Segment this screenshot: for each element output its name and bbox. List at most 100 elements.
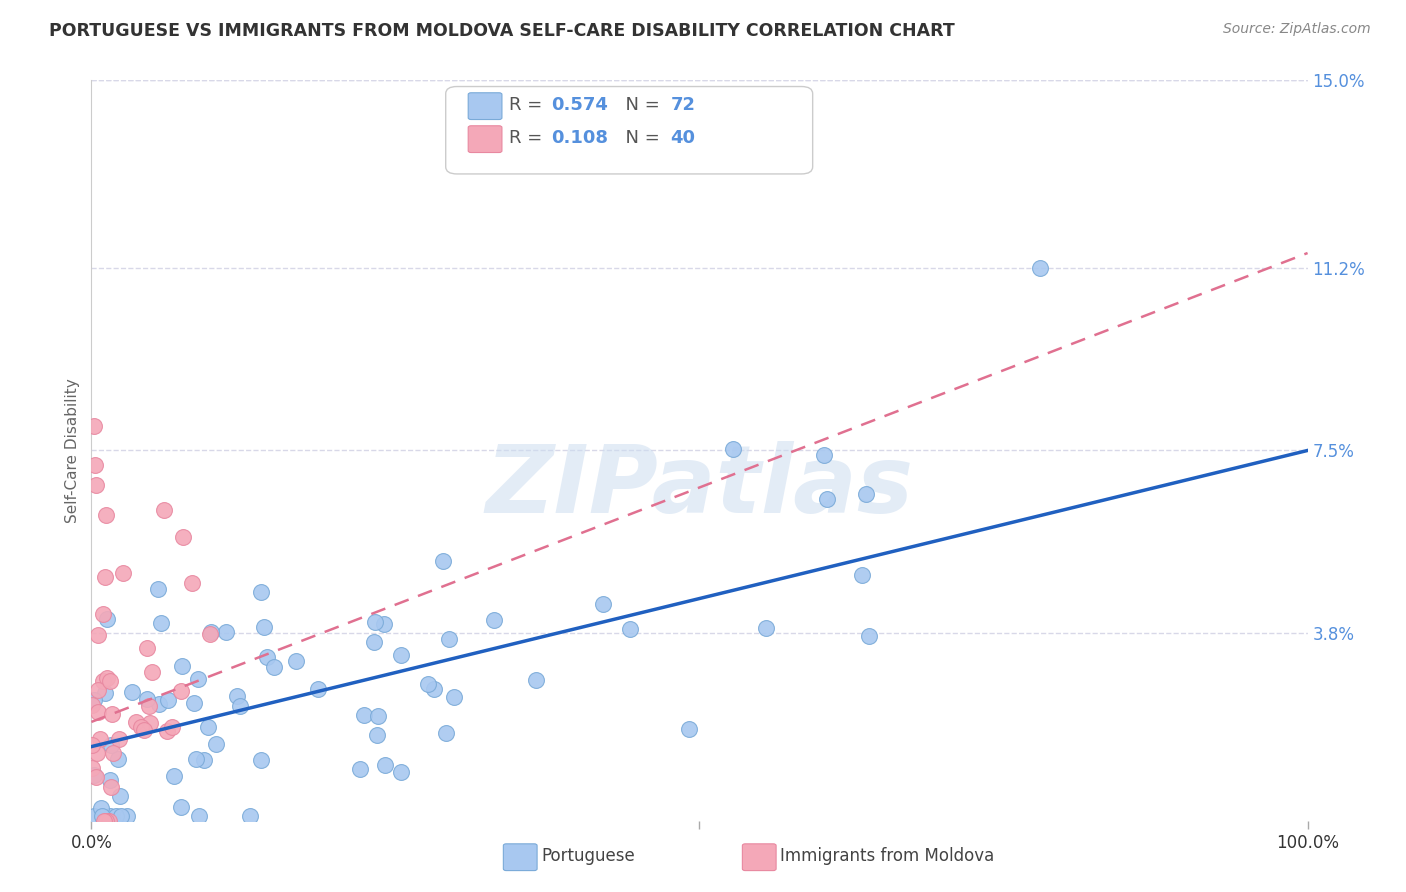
Point xyxy=(858,629,880,643)
Point xyxy=(93,814,115,828)
Point xyxy=(146,582,169,596)
Point xyxy=(374,758,396,772)
Point xyxy=(94,686,117,700)
Point xyxy=(108,731,131,746)
Point xyxy=(432,553,454,567)
Point xyxy=(349,762,371,776)
Point xyxy=(108,789,131,804)
Point xyxy=(134,723,156,737)
Point xyxy=(110,808,132,822)
Point xyxy=(101,706,124,721)
Point xyxy=(80,761,103,775)
Point xyxy=(90,801,112,815)
Point xyxy=(181,576,204,591)
Point xyxy=(156,723,179,738)
Point xyxy=(443,690,465,704)
Point xyxy=(285,654,308,668)
Text: R =: R = xyxy=(509,96,548,114)
Text: N =: N = xyxy=(614,129,666,147)
Text: 72: 72 xyxy=(671,96,696,114)
Point xyxy=(186,752,208,766)
Point xyxy=(84,770,107,784)
Point xyxy=(851,567,873,582)
Point xyxy=(813,448,835,462)
Text: PORTUGUESE VS IMMIGRANTS FROM MOLDOVA SELF-CARE DISABILITY CORRELATION CHART: PORTUGUESE VS IMMIGRANTS FROM MOLDOVA SE… xyxy=(49,22,955,40)
Text: 0.108: 0.108 xyxy=(551,129,609,147)
Point xyxy=(82,698,104,713)
Point xyxy=(86,747,108,761)
Point xyxy=(105,808,128,822)
Point xyxy=(364,615,387,629)
Point xyxy=(723,442,745,456)
Point xyxy=(366,728,388,742)
Point xyxy=(422,681,444,696)
Point xyxy=(98,814,121,828)
Text: Immigrants from Moldova: Immigrants from Moldova xyxy=(780,847,994,865)
Point xyxy=(619,622,641,636)
Point xyxy=(125,714,148,729)
Point xyxy=(83,692,105,706)
Point xyxy=(204,737,226,751)
Point xyxy=(94,814,117,828)
Point xyxy=(87,628,110,642)
Point xyxy=(96,612,118,626)
Point xyxy=(188,808,211,822)
Point xyxy=(138,698,160,713)
Point xyxy=(172,658,194,673)
Point xyxy=(1029,260,1052,275)
Point xyxy=(163,769,186,783)
Point xyxy=(83,418,105,433)
Point xyxy=(107,752,129,766)
Point xyxy=(253,620,276,634)
Point xyxy=(87,705,110,719)
Point xyxy=(91,674,114,689)
Point xyxy=(84,478,107,492)
Point xyxy=(214,624,236,639)
Text: R =: R = xyxy=(509,129,548,147)
Point xyxy=(115,808,138,822)
Point xyxy=(98,674,121,689)
Point xyxy=(249,585,271,599)
Point xyxy=(136,692,159,706)
Point xyxy=(678,722,700,736)
Point xyxy=(200,624,222,639)
Point xyxy=(90,808,112,822)
Point xyxy=(437,632,460,647)
Point xyxy=(256,650,278,665)
Text: Source: ZipAtlas.com: Source: ZipAtlas.com xyxy=(1223,22,1371,37)
Point xyxy=(84,458,107,473)
Point xyxy=(101,746,124,760)
Point xyxy=(389,648,412,662)
Point xyxy=(592,597,614,611)
Point xyxy=(197,720,219,734)
Point xyxy=(121,685,143,699)
Point xyxy=(80,739,103,753)
Point xyxy=(83,808,105,822)
Text: ZIPatlas: ZIPatlas xyxy=(485,442,914,533)
Point xyxy=(484,613,506,627)
Point xyxy=(263,659,285,673)
Point xyxy=(170,684,193,698)
Point xyxy=(170,799,193,814)
Point xyxy=(91,607,114,621)
Point xyxy=(353,707,375,722)
Point xyxy=(153,502,176,516)
Point xyxy=(157,693,180,707)
Point xyxy=(434,725,457,739)
Point xyxy=(172,530,194,544)
Point xyxy=(389,765,412,780)
Point xyxy=(112,566,135,580)
Point xyxy=(98,808,121,822)
Text: Portuguese: Portuguese xyxy=(541,847,636,865)
Point xyxy=(183,696,205,710)
Point xyxy=(307,681,329,696)
Point xyxy=(755,621,778,635)
Point xyxy=(100,780,122,794)
Point xyxy=(141,665,163,679)
Point xyxy=(526,673,548,687)
Y-axis label: Self-Care Disability: Self-Care Disability xyxy=(65,378,80,523)
Point xyxy=(87,682,110,697)
Point xyxy=(373,616,395,631)
Point xyxy=(815,491,838,506)
Point xyxy=(150,616,173,631)
